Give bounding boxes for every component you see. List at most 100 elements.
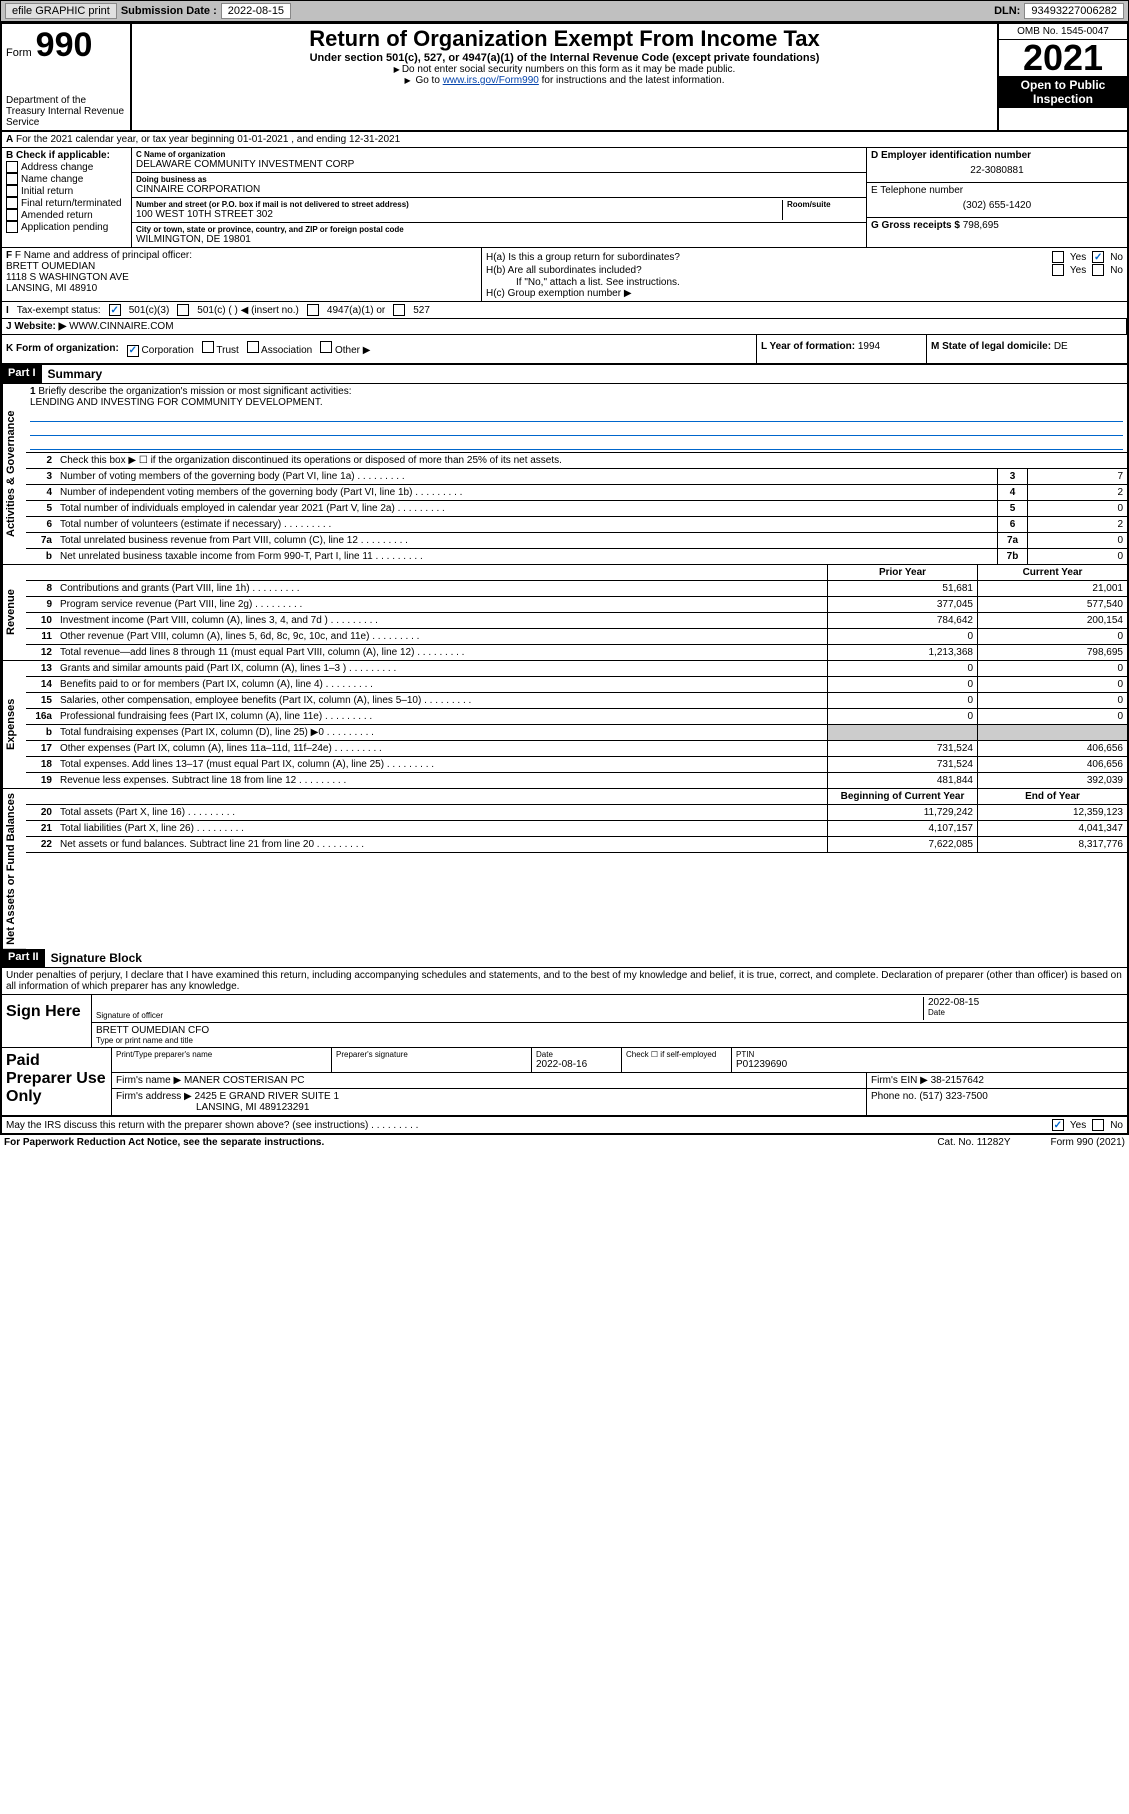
fin-row-18: 18Total expenses. Add lines 13–17 (must …	[26, 757, 1127, 773]
mission-text: LENDING AND INVESTING FOR COMMUNITY DEVE…	[30, 397, 323, 408]
exempt-4947[interactable]	[307, 304, 319, 316]
fin-row-19: 19Revenue less expenses. Subtract line 1…	[26, 773, 1127, 789]
exempt-501c3[interactable]	[109, 304, 121, 316]
ein-value: 22-3080881	[871, 161, 1123, 180]
room-label: Room/suite	[787, 200, 862, 209]
firm-addr-label: Firm's address ▶	[116, 1091, 192, 1102]
k-opt-0[interactable]	[127, 345, 139, 357]
m-value: DE	[1054, 341, 1068, 352]
sub-date-label: Submission Date :	[121, 5, 217, 17]
check-amended-return[interactable]: Amended return	[6, 209, 127, 221]
form-number: 990	[36, 26, 93, 65]
prep-sig-label: Preparer's signature	[336, 1050, 527, 1059]
form-title: Return of Organization Exempt From Incom…	[136, 26, 993, 52]
officer-label: F F Name and address of principal office…	[6, 250, 477, 261]
hb-label: H(b) Are all subordinates included?	[486, 265, 642, 276]
check-final-return-terminated[interactable]: Final return/terminated	[6, 197, 127, 209]
irs-link[interactable]: www.irs.gov/Form990	[443, 75, 539, 86]
fin-row-15: 15Salaries, other compensation, employee…	[26, 693, 1127, 709]
sig-officer-label: Signature of officer	[96, 1011, 923, 1020]
sign-here-label: Sign Here	[2, 995, 92, 1047]
may-no[interactable]	[1092, 1119, 1104, 1131]
hb-no[interactable]	[1092, 264, 1104, 276]
website-value: WWW.CINNAIRE.COM	[69, 321, 173, 332]
fin-row-20: 20Total assets (Part X, line 16)11,729,2…	[26, 805, 1127, 821]
efile-btn[interactable]: efile GRAPHIC print	[5, 3, 117, 19]
ha-yes[interactable]	[1052, 251, 1064, 263]
vtab-revenue: Revenue	[2, 565, 26, 661]
prep-date: 2022-08-16	[536, 1059, 617, 1070]
ssn-note: Do not enter social security numbers on …	[136, 64, 993, 75]
gross-value: 798,695	[963, 220, 999, 231]
self-emp-label: Check ☐ if self-employed	[626, 1050, 727, 1059]
firm-ein: 38-2157642	[931, 1075, 984, 1086]
check-name-change[interactable]: Name change	[6, 173, 127, 185]
current-year-hdr: Current Year	[977, 565, 1127, 580]
gross-label: G Gross receipts $	[871, 220, 960, 231]
ptin-label: PTIN	[736, 1050, 1123, 1059]
tel-value: (302) 655-1420	[871, 196, 1123, 215]
sig-declaration: Under penalties of perjury, I declare th…	[2, 968, 1127, 995]
check-address-change[interactable]: Address change	[6, 161, 127, 173]
check-application-pending[interactable]: Application pending	[6, 221, 127, 233]
city-value: WILMINGTON, DE 19801	[136, 234, 862, 245]
ptin-value: P01239690	[736, 1059, 1123, 1070]
topbar: efile GRAPHIC print Submission Date : 20…	[0, 0, 1129, 22]
fin-row-b: bTotal fundraising expenses (Part IX, co…	[26, 725, 1127, 741]
hb-yes[interactable]	[1052, 264, 1064, 276]
ha-label: H(a) Is this a group return for subordin…	[486, 252, 680, 263]
fin-row-14: 14Benefits paid to or for members (Part …	[26, 677, 1127, 693]
firm-addr: 2425 E GRAND RIVER SUITE 1	[195, 1091, 340, 1102]
fin-row-12: 12Total revenue—add lines 8 through 11 (…	[26, 645, 1127, 661]
m-label: M State of legal domicile:	[931, 341, 1051, 352]
gov-row-7a: 7aTotal unrelated business revenue from …	[26, 533, 1127, 549]
addr-label: Number and street (or P.O. box if mail i…	[136, 200, 782, 209]
fin-row-21: 21Total liabilities (Part X, line 26)4,1…	[26, 821, 1127, 837]
vtab-expenses: Expenses	[2, 661, 26, 789]
goto-note: Go to www.irs.gov/Form990 for instructio…	[136, 75, 993, 86]
tel-label: E Telephone number	[871, 185, 1123, 196]
k-opt-3[interactable]	[320, 341, 332, 353]
form-footer: Form 990 (2021)	[1051, 1137, 1125, 1148]
k-opt-1[interactable]	[202, 341, 214, 353]
fin-row-13: 13Grants and similar amounts paid (Part …	[26, 661, 1127, 677]
paid-preparer-label: Paid Preparer Use Only	[2, 1048, 112, 1115]
dln-value: 93493227006282	[1024, 3, 1124, 19]
pra-notice: For Paperwork Reduction Act Notice, see …	[4, 1137, 324, 1148]
fin-row-16a: 16aProfessional fundraising fees (Part I…	[26, 709, 1127, 725]
end-year-hdr: End of Year	[977, 789, 1127, 804]
exempt-501c[interactable]	[177, 304, 189, 316]
may-yes[interactable]	[1052, 1119, 1064, 1131]
dln-label: DLN:	[994, 5, 1020, 17]
block-c: C Name of organization DELAWARE COMMUNIT…	[132, 148, 867, 247]
sig-date: 2022-08-15	[928, 997, 1123, 1008]
firm-addr2: LANSING, MI 489123291	[116, 1102, 309, 1113]
q2-text: Check this box ▶ ☐ if the organization d…	[56, 453, 1127, 468]
firm-ein-label: Firm's EIN ▶	[871, 1075, 928, 1086]
firm-phone-label: Phone no.	[871, 1091, 917, 1102]
block-b: B Check if applicable: Address changeNam…	[2, 148, 132, 247]
fin-row-11: 11Other revenue (Part VIII, column (A), …	[26, 629, 1127, 645]
tax-year: 2021	[999, 40, 1127, 76]
exempt-label: Tax-exempt status:	[17, 305, 101, 316]
check-initial-return[interactable]: Initial return	[6, 185, 127, 197]
officer-addr2: LANSING, MI 48910	[6, 283, 477, 294]
gov-row-4: 4Number of independent voting members of…	[26, 485, 1127, 501]
fin-row-9: 9Program service revenue (Part VIII, lin…	[26, 597, 1127, 613]
vtab-netassets: Net Assets or Fund Balances	[2, 789, 26, 950]
sig-name-label: Type or print name and title	[96, 1036, 209, 1045]
part2-header: Part II	[2, 949, 45, 967]
k-opt-2[interactable]	[247, 341, 259, 353]
officer-addr1: 1118 S WASHINGTON AVE	[6, 272, 477, 283]
sig-name: BRETT OUMEDIAN CFO	[96, 1025, 209, 1036]
exempt-527[interactable]	[393, 304, 405, 316]
cat-no: Cat. No. 11282Y	[937, 1137, 1010, 1148]
row-a: A For the 2021 calendar year, or tax yea…	[2, 132, 1127, 148]
begin-year-hdr: Beginning of Current Year	[827, 789, 977, 804]
part1-header: Part I	[2, 365, 42, 383]
ha-no[interactable]	[1092, 251, 1104, 263]
gov-row-3: 3Number of voting members of the governi…	[26, 469, 1127, 485]
fin-row-8: 8Contributions and grants (Part VIII, li…	[26, 581, 1127, 597]
dba-label: Doing business as	[136, 175, 862, 184]
ein-label: D Employer identification number	[871, 150, 1123, 161]
